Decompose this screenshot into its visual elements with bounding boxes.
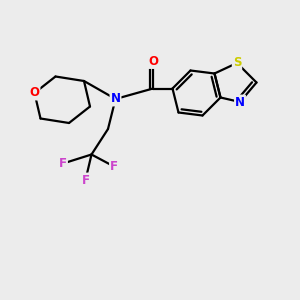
Text: N: N xyxy=(110,92,121,106)
Text: F: F xyxy=(82,173,89,187)
Text: F: F xyxy=(110,160,118,173)
Text: F: F xyxy=(59,157,67,170)
Text: O: O xyxy=(29,86,40,100)
Text: S: S xyxy=(233,56,241,70)
Text: N: N xyxy=(235,95,245,109)
Text: O: O xyxy=(148,55,158,68)
